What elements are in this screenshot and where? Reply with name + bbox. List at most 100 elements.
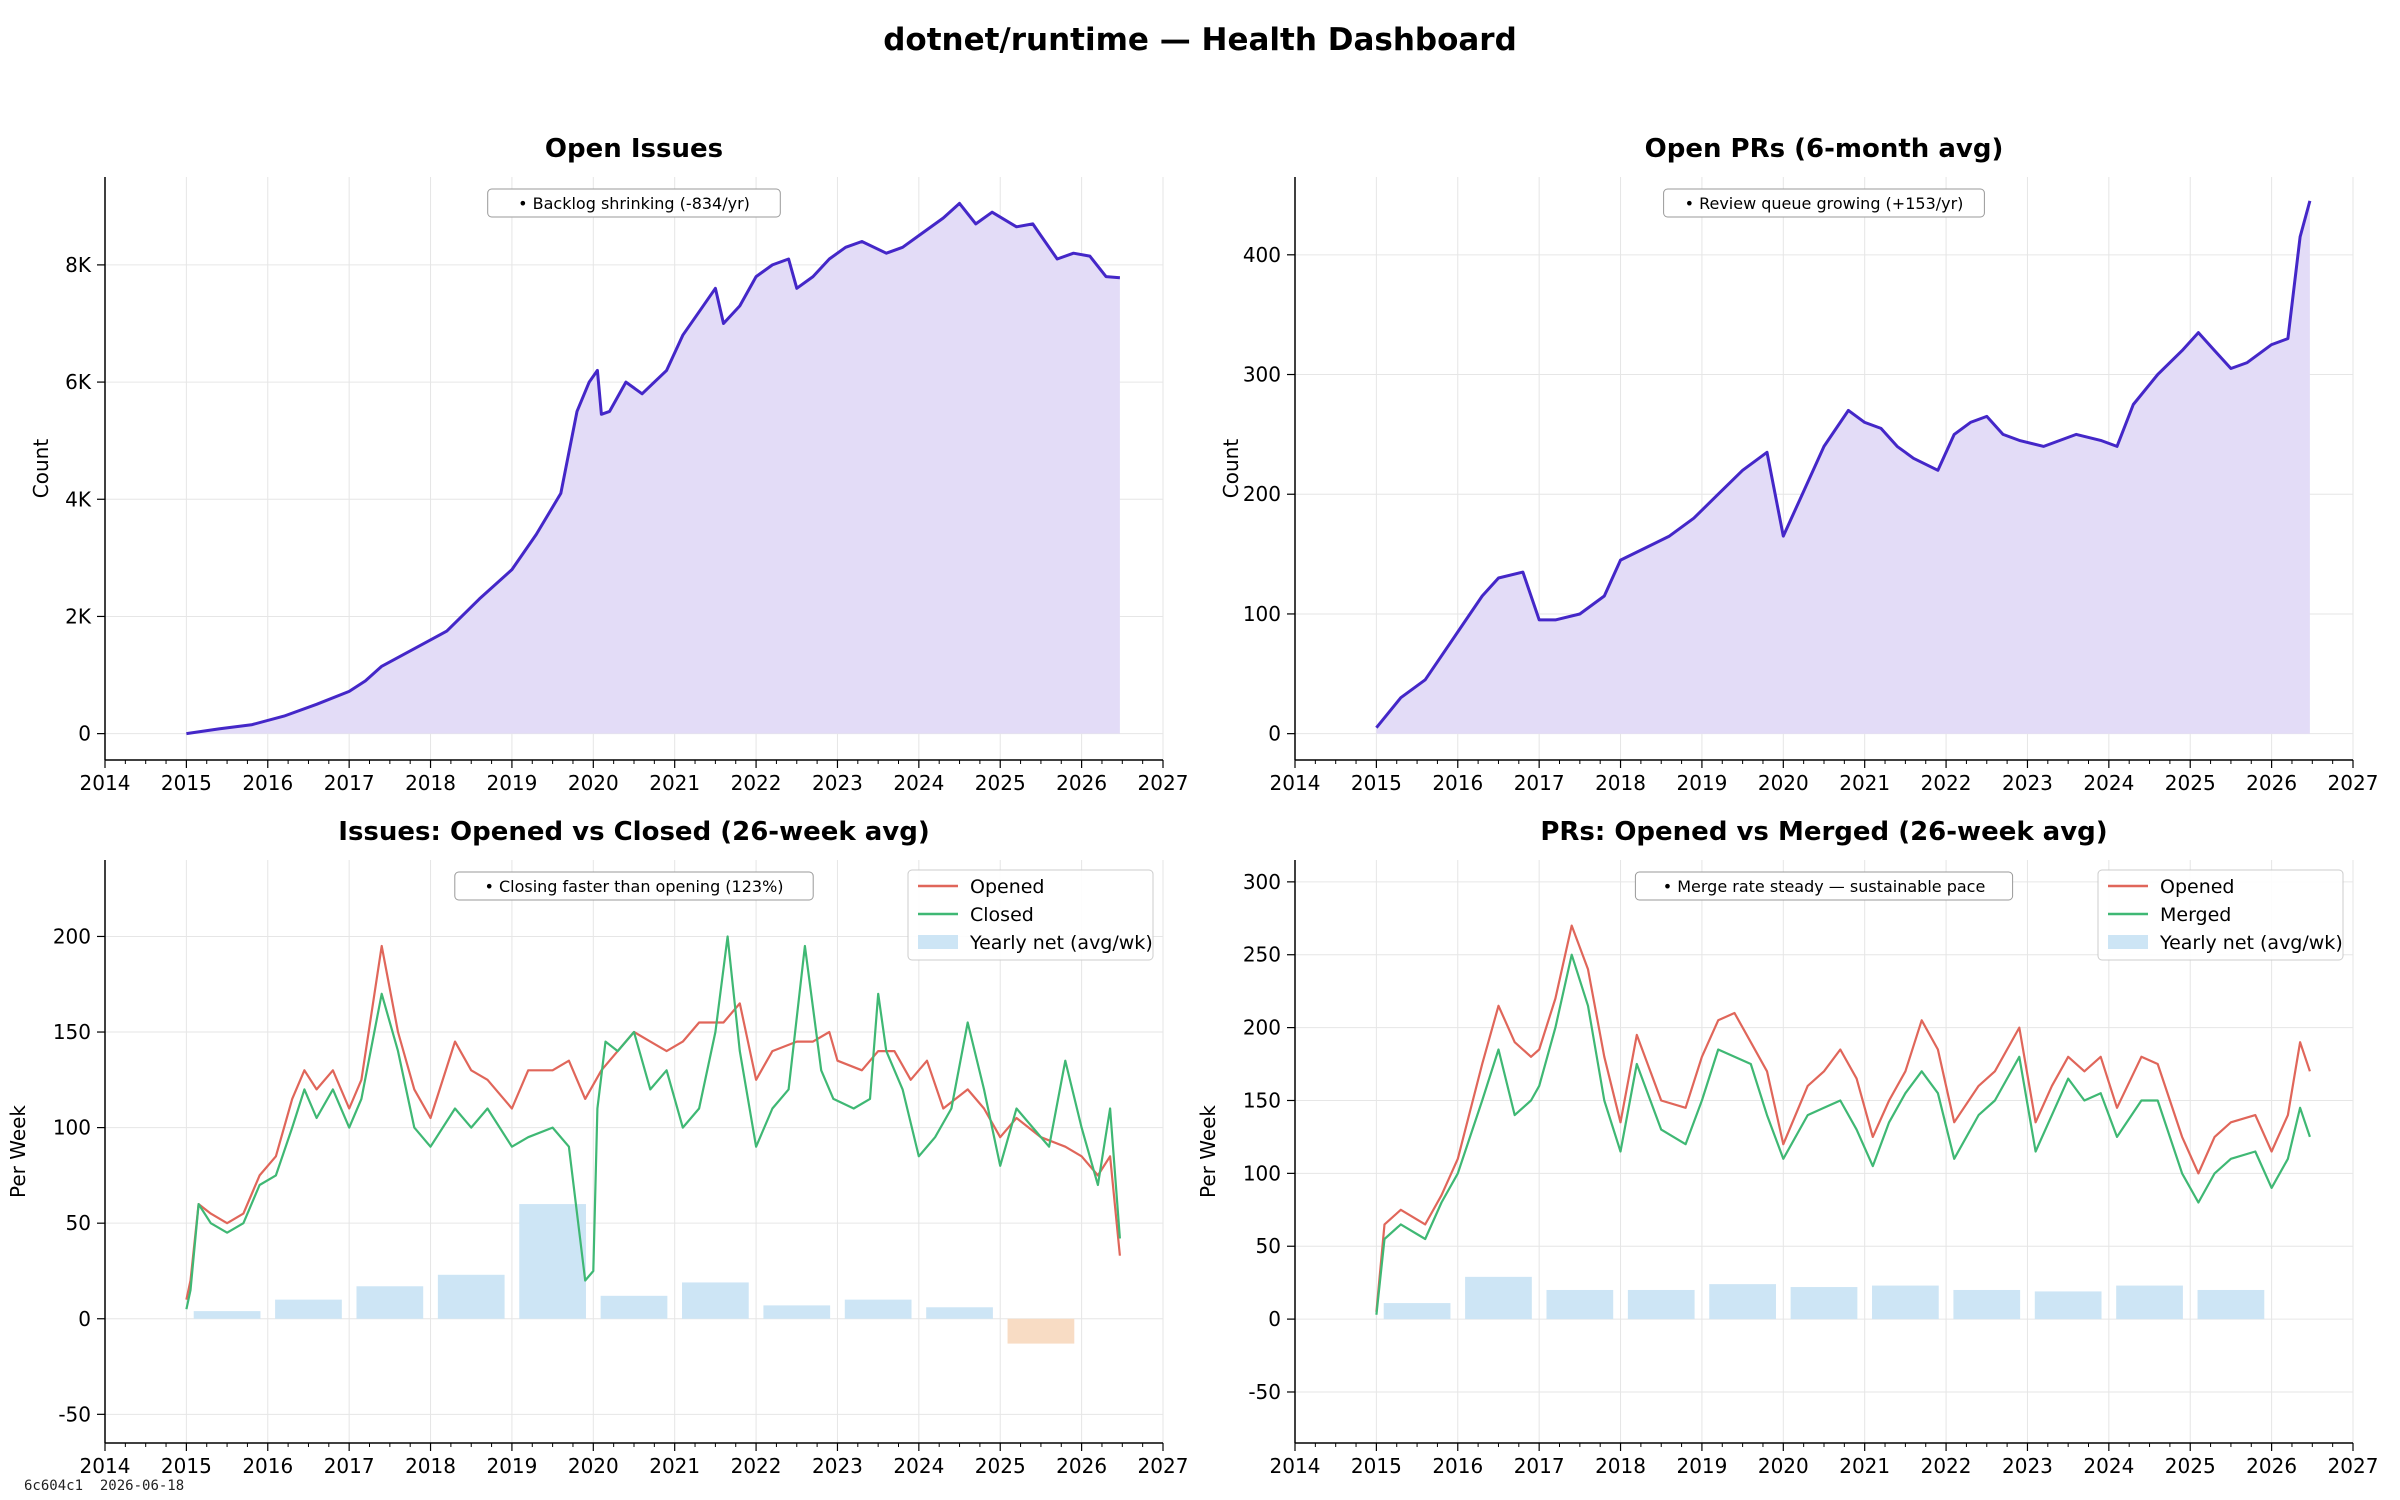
net-bar-2020 <box>1790 1287 1858 1320</box>
net-bar-2019 <box>1709 1284 1776 1320</box>
y-tick-label: 300 <box>1243 363 1281 387</box>
annotation-text: • Review queue growing (+153/yr) <box>1685 194 1964 213</box>
y-tick-label: 150 <box>1243 1088 1281 1112</box>
annotation-box <box>1634 871 2014 901</box>
annotation-text: • Merge rate steady — sustainable pace <box>1663 877 1986 896</box>
y-axis-label: Count <box>29 439 53 499</box>
y-tick-label: 0 <box>1268 722 1281 746</box>
x-tick-label: 2015 <box>161 1454 212 1478</box>
y-tick-label: 100 <box>1243 1161 1281 1185</box>
x-tick-label: 2026 <box>2246 1454 2297 1478</box>
x-tick-label: 2015 <box>1351 1454 1402 1478</box>
x-tick-label: 2016 <box>242 1454 293 1478</box>
legend-label-yearly-net-avg-wk: Yearly net (avg/wk) <box>2159 932 2343 954</box>
x-tick-label: 2019 <box>486 771 537 795</box>
y-axis-label: Count <box>1219 439 1243 499</box>
area-line <box>1375 200 2312 729</box>
x-tick-label: 2014 <box>80 1454 131 1478</box>
net-bar-2017 <box>1546 1289 1614 1320</box>
chart-open-prs: Open PRs (6-month avg) 2014 2015 2016 2017 20… <box>1219 134 2378 795</box>
x-tick-label: 2022 <box>731 771 782 795</box>
y-tick-label: 0 <box>78 1307 91 1331</box>
x-tick-label: 2021 <box>1839 771 1890 795</box>
x-tick-label: 2017 <box>324 1454 375 1478</box>
x-tick-label: 2022 <box>1921 771 1972 795</box>
net-bar-2021 <box>682 1282 749 1319</box>
y-tick-label: 6K <box>65 370 92 394</box>
y-tick-label: 300 <box>1243 870 1281 894</box>
x-tick-label: 2026 <box>1056 771 1107 795</box>
x-tick-label: 2018 <box>1595 1454 1646 1478</box>
y-tick-label: 8K <box>65 253 92 277</box>
net-bar-2016 <box>1465 1276 1532 1320</box>
y-tick-label: 150 <box>53 1020 91 1044</box>
annotation-box <box>454 871 814 901</box>
x-tick-label: 2027 <box>1138 771 1189 795</box>
x-tick-label: 2023 <box>812 1454 863 1478</box>
footer-stamp: 6c604c1 2026-06-18 <box>24 1478 184 1494</box>
chart-title: Issues: Opened vs Closed (26-week avg) <box>338 817 929 847</box>
x-tick-label: 2023 <box>2002 771 2053 795</box>
net-bar-2015 <box>1383 1303 1451 1320</box>
legend-label-opened: Opened <box>970 876 1045 898</box>
x-tick-label: 2020 <box>1758 771 1809 795</box>
net-bar-2019 <box>519 1204 586 1319</box>
net-bar-2023 <box>2034 1291 2102 1320</box>
legend: Opened Closed Yearly net (avg/wk) <box>907 869 1154 961</box>
y-tick-label: 100 <box>1243 602 1281 626</box>
x-tick-label: 2027 <box>2328 1454 2379 1478</box>
y-tick-label: 200 <box>53 924 91 948</box>
y-tick-label: 100 <box>53 1116 91 1140</box>
net-bar-2021 <box>1872 1285 1939 1320</box>
x-tick-label: 2023 <box>812 771 863 795</box>
chart-title: Open PRs (6-month avg) <box>1645 134 2004 164</box>
chart-title: Open Issues <box>545 134 723 164</box>
series-line-merged <box>1375 953 2311 1315</box>
area-fill <box>1376 200 2310 734</box>
y-tick-label: 0 <box>78 722 91 746</box>
x-tick-label: 2024 <box>893 771 944 795</box>
x-tick-label: 2022 <box>1921 1454 1972 1478</box>
x-tick-label: 2018 <box>1595 771 1646 795</box>
x-tick-label: 2024 <box>893 1454 944 1478</box>
x-tick-label: 2019 <box>486 1454 537 1478</box>
net-bar-2025 <box>1007 1318 1075 1344</box>
net-bar-2017 <box>356 1286 424 1319</box>
annotation-box <box>487 188 781 218</box>
x-tick-label: 2025 <box>975 771 1026 795</box>
y-tick-label: 0 <box>1268 1307 1281 1331</box>
legend-label-opened: Opened <box>2160 876 2235 898</box>
x-tick-label: 2020 <box>568 771 619 795</box>
x-tick-label: 2020 <box>1758 1454 1809 1478</box>
series-line-closed <box>185 935 1121 1310</box>
x-tick-label: 2015 <box>1351 771 1402 795</box>
y-axis-label: Per Week <box>1196 1105 1220 1198</box>
x-tick-label: 2018 <box>405 771 456 795</box>
x-tick-label: 2017 <box>1514 771 1565 795</box>
x-tick-label: 2027 <box>2328 771 2379 795</box>
footer-hash: 6c604c1 <box>24 1478 84 1494</box>
x-tick-label: 2020 <box>568 1454 619 1478</box>
x-tick-label: 2016 <box>242 771 293 795</box>
y-tick-label: 2K <box>65 604 92 628</box>
y-axis-label: Per Week <box>6 1105 30 1198</box>
series-line-opened <box>1375 924 2311 1312</box>
legend-swatch-yearly-net-avg-wk <box>2108 935 2148 949</box>
net-bar-2024 <box>926 1307 993 1319</box>
y-tick-label: 250 <box>1243 943 1281 967</box>
y-tick-label: -50 <box>58 1402 91 1426</box>
x-tick-label: 2017 <box>1514 1454 1565 1478</box>
x-tick-label: 2021 <box>649 1454 700 1478</box>
legend-swatch-yearly-net-avg-wk <box>918 935 958 949</box>
x-tick-label: 2014 <box>1270 771 1321 795</box>
legend: Opened Merged Yearly net (avg/wk) <box>2097 869 2344 961</box>
chart-title: PRs: Opened vs Merged (26-week avg) <box>1540 817 2107 847</box>
x-tick-label: 2027 <box>1138 1454 1189 1478</box>
legend-label-closed: Closed <box>970 904 1034 926</box>
dashboard-title: dotnet/runtime — Health Dashboard <box>883 22 1517 58</box>
x-tick-label: 2024 <box>2083 771 2134 795</box>
x-tick-label: 2021 <box>1839 1454 1890 1478</box>
x-tick-label: 2021 <box>649 771 700 795</box>
x-tick-label: 2025 <box>2165 1454 2216 1478</box>
area-line <box>186 201 1121 736</box>
